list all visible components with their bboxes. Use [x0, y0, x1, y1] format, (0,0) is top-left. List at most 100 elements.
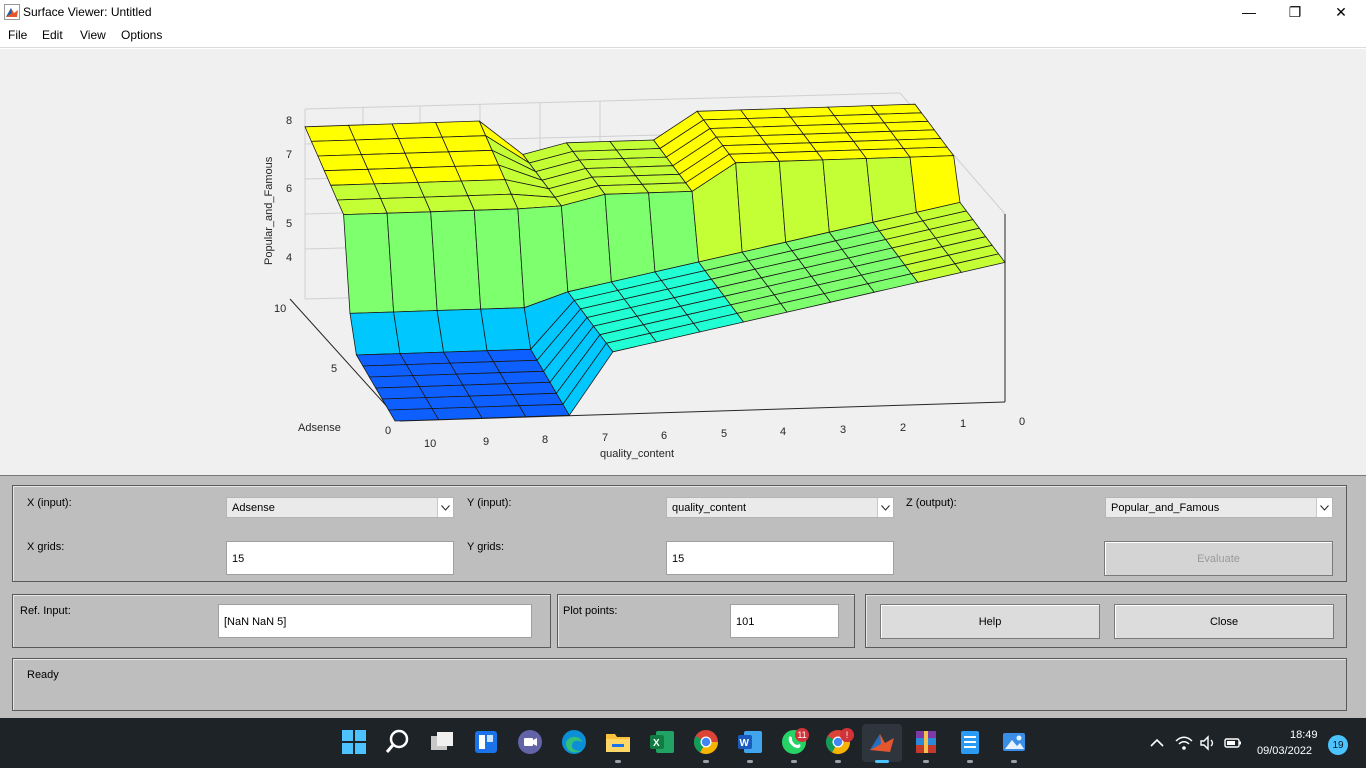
surface-face	[648, 190, 700, 273]
search-icon[interactable]	[384, 728, 412, 756]
y-input-label: Y (input):	[467, 497, 512, 509]
plot-points-label: Plot points:	[563, 605, 618, 617]
surface-face	[604, 192, 656, 283]
z-output-dropdown[interactable]: Popular_and_Famous	[1105, 497, 1333, 518]
surface-face	[435, 120, 487, 138]
surface-face	[778, 159, 830, 243]
battery-icon[interactable]	[1224, 734, 1242, 752]
x-tick-1: 1	[960, 418, 966, 430]
file-explorer-icon[interactable]	[604, 728, 632, 756]
chevron-up-icon[interactable]	[1148, 734, 1166, 752]
close-button[interactable]: Close	[1114, 604, 1334, 639]
surface-face	[391, 122, 443, 139]
whatsapp-badge: 11	[795, 728, 809, 742]
z-tick-7: 7	[286, 149, 292, 161]
surface-face	[423, 195, 475, 213]
minimize-button[interactable]: —	[1242, 4, 1256, 20]
x-input-label: X (input):	[27, 497, 72, 509]
photos-icon[interactable]	[1000, 728, 1028, 756]
task-view-icon[interactable]	[428, 728, 456, 756]
surface-face	[475, 405, 527, 419]
x-tick-10: 10	[424, 438, 436, 450]
surface-face	[404, 151, 456, 169]
notepad-icon[interactable]	[956, 728, 984, 756]
evaluate-button[interactable]: Evaluate	[1104, 541, 1333, 576]
x-tick-5: 5	[721, 428, 727, 440]
notification-badge[interactable]: 19	[1328, 735, 1348, 755]
word-icon[interactable]: W	[736, 728, 764, 756]
menu-view[interactable]: View	[80, 28, 106, 42]
maximize-button[interactable]: ❐	[1288, 3, 1302, 20]
x-tick-6: 6	[661, 430, 667, 442]
status-text: Ready	[27, 669, 59, 681]
z-tick-5: 5	[286, 218, 292, 230]
x-tick-7: 7	[602, 432, 608, 444]
x-tick-0: 0	[1019, 416, 1025, 428]
surface-face	[468, 394, 520, 408]
close-window-button[interactable]: ✕	[1335, 3, 1347, 20]
help-button[interactable]: Help	[880, 604, 1100, 639]
start-icon[interactable]	[340, 728, 368, 756]
teams-chat-icon[interactable]	[516, 728, 544, 756]
surface-face	[405, 362, 458, 377]
surface-face	[735, 160, 787, 253]
x-axis-label: quality_content	[600, 448, 674, 460]
y-grids-value: 15	[672, 553, 685, 565]
ref-input-field[interactable]: [NaN NaN 5]	[218, 604, 532, 638]
taskbar: X W 11 !	[0, 718, 1366, 768]
surface-plot[interactable]: 8 7 6 5 4 10 5 0 10 9 8 7 6 5 4 3 2 1 0 …	[0, 49, 1366, 475]
volume-icon[interactable]	[1199, 734, 1217, 752]
surface-face	[455, 372, 508, 386]
wifi-icon[interactable]	[1175, 734, 1193, 752]
menu-edit[interactable]: Edit	[42, 28, 63, 42]
chrome-icon[interactable]	[692, 728, 720, 756]
surface-plot-area[interactable]: 8 7 6 5 4 10 5 0 10 9 8 7 6 5 4 3 2 1 0 …	[0, 49, 1366, 475]
running-indicator	[747, 760, 753, 763]
clock-date[interactable]: 09/03/2022	[1257, 745, 1313, 757]
surface-face	[441, 135, 493, 153]
control-panel: X (input): Adsense Y (input): quality_co…	[0, 475, 1366, 718]
excel-icon[interactable]: X	[648, 728, 676, 756]
y-input-value: quality_content	[672, 502, 746, 514]
winrar-icon[interactable]	[912, 728, 940, 756]
z-tick-4: 4	[286, 252, 292, 264]
surface-face	[431, 406, 483, 421]
surface-face	[460, 179, 513, 197]
menu-options[interactable]: Options	[121, 28, 163, 42]
chevron-down-icon[interactable]	[437, 498, 453, 517]
surface-face	[517, 205, 569, 309]
y-tick-10: 10	[274, 303, 286, 315]
matlab-icon[interactable]	[868, 728, 896, 756]
x-grids-field[interactable]: 15	[226, 541, 454, 575]
surface-face	[954, 253, 1006, 273]
x-input-dropdown[interactable]: Adsense	[226, 497, 454, 518]
x-tick-8: 8	[542, 434, 548, 446]
surface-face	[436, 308, 488, 353]
title-bar: Surface Viewer: Untitled — ❐ ✕	[0, 0, 1366, 24]
y-axis-label: Adsense	[298, 422, 341, 434]
chevron-down-icon[interactable]	[1316, 498, 1332, 517]
menu-file[interactable]: File	[8, 28, 28, 42]
running-indicator	[703, 760, 709, 763]
clock-time[interactable]: 18:49	[1290, 729, 1318, 741]
y-grids-field[interactable]: 15	[666, 541, 894, 575]
y-input-dropdown[interactable]: quality_content	[666, 497, 894, 518]
plot-points-field[interactable]: 101	[730, 604, 839, 638]
surface-mesh	[304, 103, 1006, 422]
surface-face	[480, 307, 532, 352]
x-grids-label: X grids:	[27, 541, 65, 553]
buttons-group: Help Close	[865, 594, 1347, 648]
surface-face	[373, 182, 425, 199]
surface-face	[505, 381, 558, 396]
running-indicator	[967, 760, 973, 763]
x-tick-9: 9	[483, 436, 489, 448]
surface-face	[467, 193, 519, 211]
surface-face	[418, 384, 470, 399]
widgets-icon[interactable]	[472, 728, 500, 756]
tick-labels: 8 7 6 5 4 10 5 0 10 9 8 7 6 5 4 3 2 1 0 …	[263, 115, 1025, 460]
surface-face	[375, 386, 427, 400]
chevron-down-icon[interactable]	[877, 498, 893, 517]
edge-icon[interactable]	[560, 728, 588, 756]
running-indicator	[835, 760, 841, 763]
chrome-profile-badge: !	[840, 728, 854, 742]
